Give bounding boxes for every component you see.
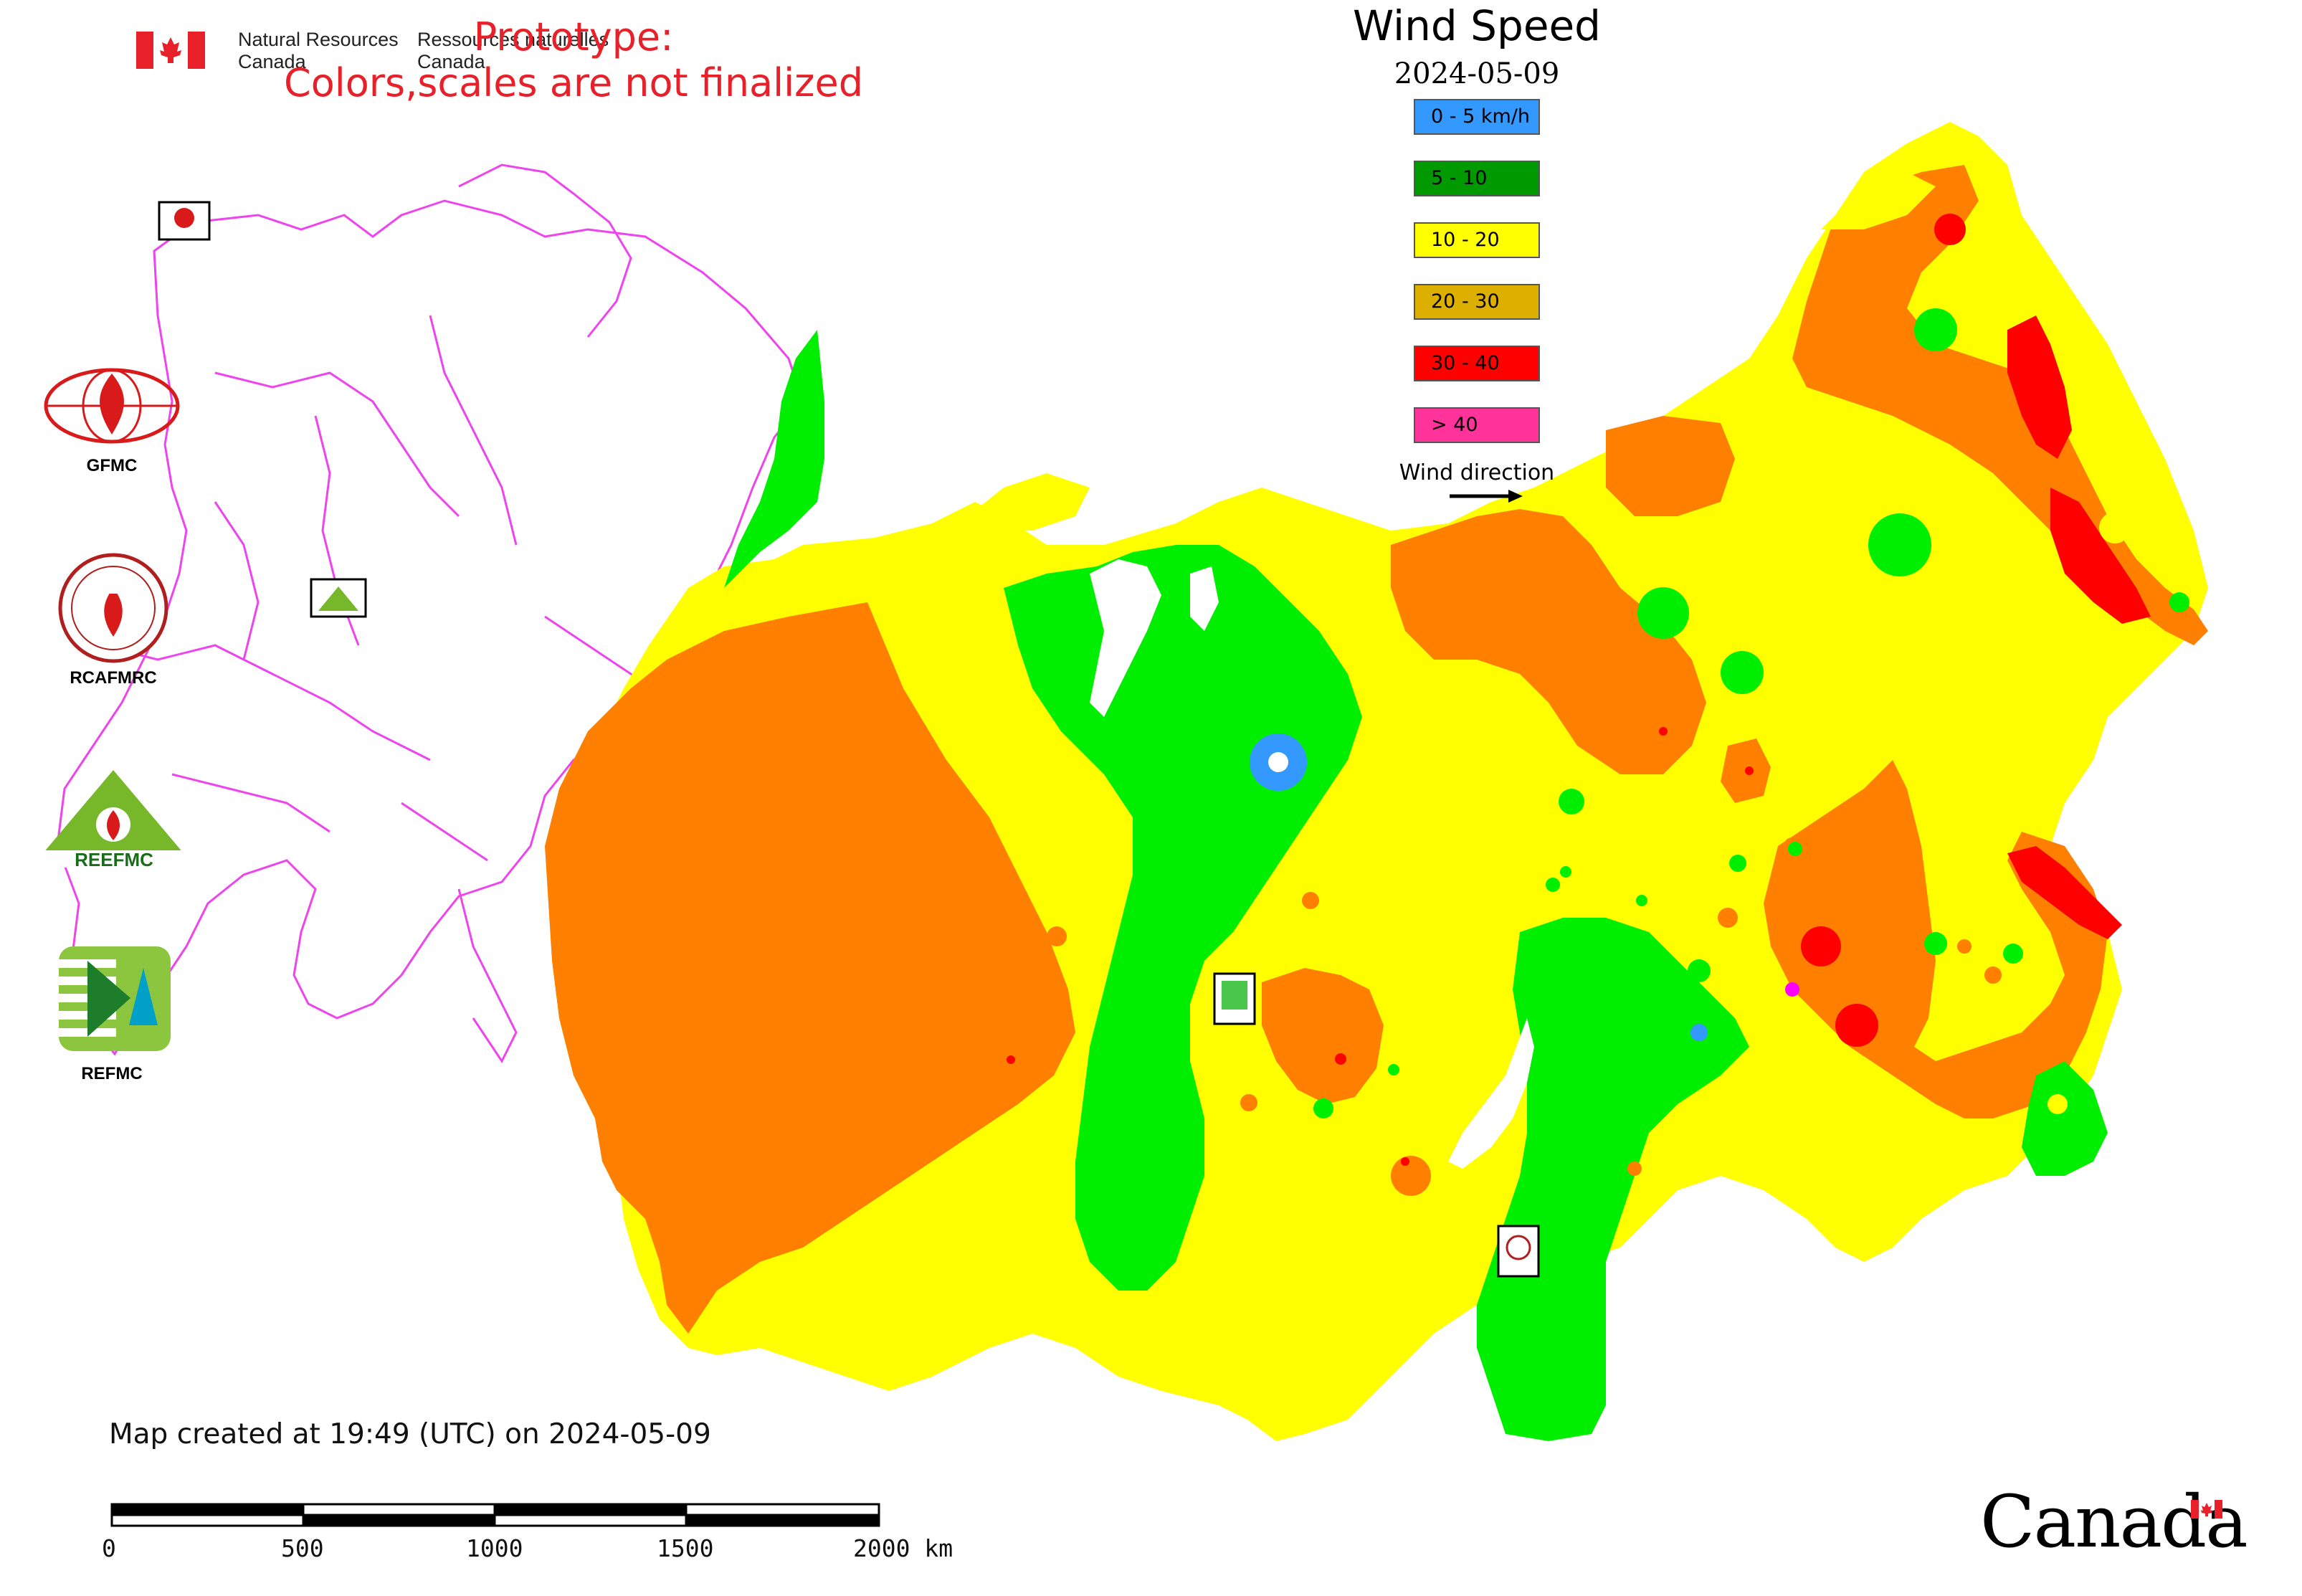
reefmc-logo-icon [37, 770, 189, 868]
zone-orange-central [1262, 968, 1384, 1104]
wind-direction-arrow-icon [1450, 490, 1523, 503]
zone-green-west-strip [724, 330, 824, 588]
scale-label-2000: 2000 km [853, 1534, 953, 1562]
rcafmrc-label: RCAFMRC [70, 668, 157, 688]
gfmc-logo-icon [44, 368, 180, 444]
legend-swatch-5-10: 5 - 10 [1414, 161, 1540, 196]
scale-label-1500: 1500 [657, 1534, 714, 1562]
legend-label: 5 - 10 [1431, 167, 1488, 189]
legend-title: Wind Speed [1352, 1, 1602, 50]
prototype-notice-title: Prototype: [473, 14, 674, 60]
department-name-en: Natural Resources Canada [238, 29, 399, 72]
canada-wordmark: Canada [1980, 1480, 2248, 1564]
legend-label: 0 - 5 km/h [1431, 105, 1530, 128]
legend-label: 30 - 40 [1431, 352, 1500, 374]
zone-green-primorye [2022, 1061, 2108, 1176]
department-name-fr: Ressources naturelles Canada [417, 29, 609, 72]
refmc-logo-icon [59, 946, 171, 1051]
zone-green-baikal [1477, 918, 1749, 1441]
station-marker-icons [174, 208, 1531, 1260]
reefmc-logo-text: REEFMC [75, 849, 153, 870]
zone-red-kamchatka [2007, 315, 2072, 459]
legend-swatch-30-40: 30 - 40 [1414, 346, 1540, 381]
wind-direction-label: Wind direction [1399, 460, 1555, 485]
gulf-of-ob [1090, 559, 1161, 717]
scale-label-500: 500 [281, 1534, 324, 1562]
scale-label-0: 0 [102, 1534, 116, 1562]
zone-green-central [1004, 545, 1362, 1291]
wordmark-flag-icon [2191, 1500, 2222, 1519]
zone-orange-west [545, 602, 1075, 1334]
legend-swatch-over-40: > 40 [1414, 407, 1540, 443]
legend-label: > 40 [1431, 414, 1478, 436]
prototype-notice-subtitle: Colors,scales are not finalized [284, 60, 863, 105]
legend-label: 20 - 30 [1431, 290, 1500, 313]
refmc-label: REFMC [81, 1064, 143, 1083]
zone-orange-northeast [1391, 509, 1706, 774]
legend-swatch-10-20: 10 - 20 [1414, 222, 1540, 258]
scale-bar [110, 1503, 880, 1527]
gfmc-label: GFMC [86, 456, 138, 475]
legend-label: 10 - 20 [1431, 229, 1500, 251]
rcafmrc-logo-icon [58, 553, 168, 663]
map-created-timestamp: Map created at 19:49 (UTC) on 2024-05-09 [109, 1418, 711, 1450]
canada-flag-icon [136, 32, 205, 69]
legend-swatch-0-5: 0 - 5 km/h [1414, 99, 1540, 135]
lake-baikal [1448, 1018, 1534, 1169]
legend-swatch-20-30: 20 - 30 [1414, 284, 1540, 320]
legend-date: 2024-05-09 [1394, 57, 1560, 90]
scale-label-1000: 1000 [466, 1534, 523, 1562]
